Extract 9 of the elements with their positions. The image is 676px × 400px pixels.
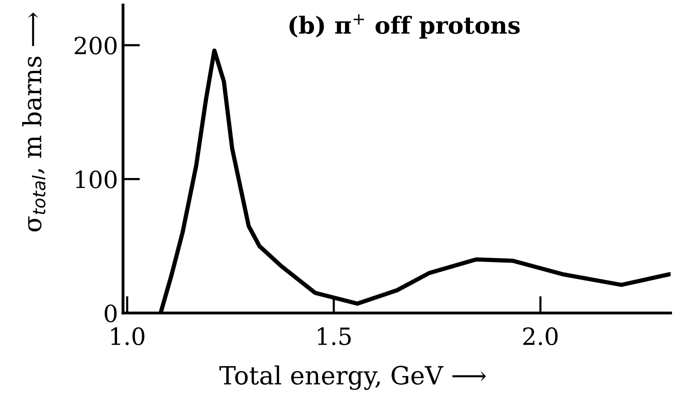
x-tick-label: 1.5 bbox=[318, 327, 351, 346]
x-axis-title: Total energy, GeV ⟶ bbox=[219, 365, 486, 390]
x-tick-label: 1.0 bbox=[111, 327, 144, 346]
x-tick-label: 2.0 bbox=[523, 327, 558, 346]
y-tick-label: 0 bbox=[104, 304, 117, 322]
y-tick-label: 100 bbox=[76, 170, 117, 188]
y-axis-title: σ$_{total}$, m barns ⟶ bbox=[22, 12, 46, 232]
chart-title: (b) π$^{+}$ off protons bbox=[290, 14, 520, 39]
y-tick-label: 200 bbox=[74, 36, 117, 54]
